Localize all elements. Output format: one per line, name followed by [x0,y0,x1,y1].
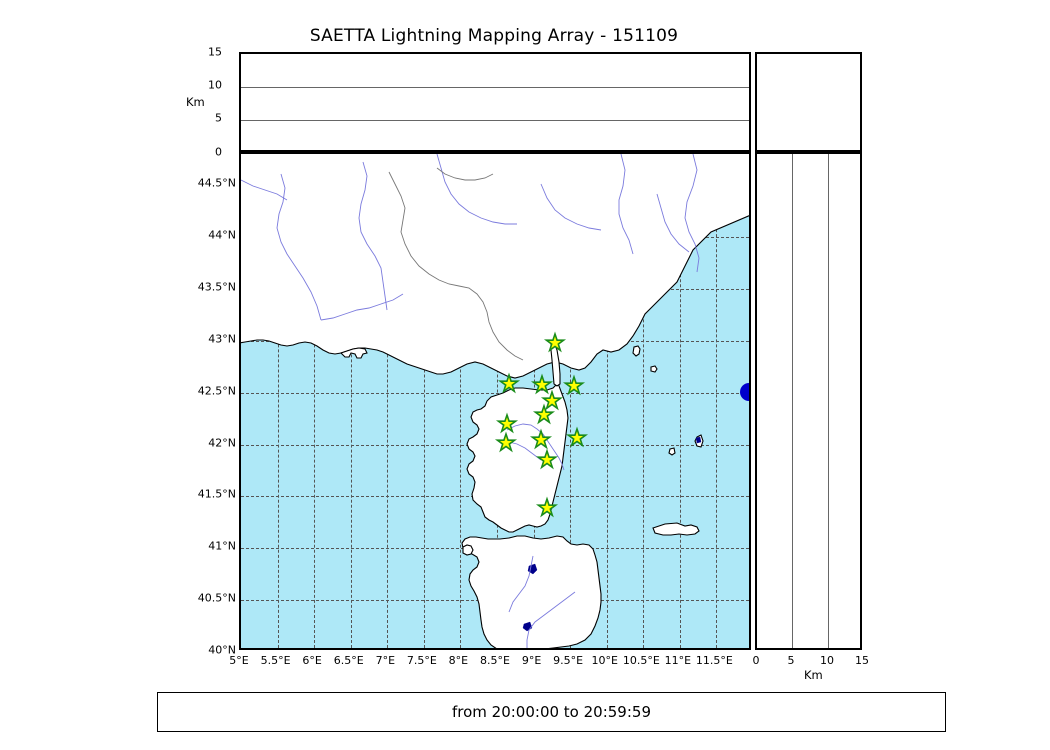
map-xtick-11.5: 11.5°E [695,654,733,667]
river-po-valley [436,154,517,225]
time-range-text: from 20:00:00 to 20:59:59 [451,703,651,721]
map-xtick-7: 7°E [375,654,396,667]
station-star-8 [494,431,518,453]
right-panel-xtick-10: 10 [820,654,834,667]
corner-panel[interactable] [755,52,862,152]
coastline-sardinia-northwest [462,544,474,556]
station-star-6 [495,412,519,434]
station-star-7 [532,403,556,425]
lagoon-orbetello [695,436,702,444]
map-xtick-5: 5°E [229,654,249,667]
coastline-sardinia [461,535,602,648]
map-xtick-9: 9°E [521,654,542,667]
map-gridline-lon-7 [387,154,389,648]
map-xtick-11: 11°E [664,654,692,667]
map-xtick-6.5: 6.5°E [333,654,364,667]
map-xtick-7.5: 7.5°E [406,654,437,667]
latitude-altitude-panel[interactable] [755,152,862,650]
map-gridline-lat-42.5 [241,392,749,394]
coastline-europe-mainland [241,154,749,379]
coastline-corsica [466,343,569,533]
coastline-cap-corse [550,341,561,387]
map-ytick-41: 41°N [208,539,236,553]
station-star-3 [530,373,554,395]
river-var [358,161,388,311]
map-xtick-10.5: 10.5°E [622,654,660,667]
map-ytick-43: 43°N [208,332,236,346]
border-switzerland [436,167,494,181]
island-montecristo [668,447,676,456]
map-gridline-lon-10 [606,154,608,648]
map-gridline-lon-6 [314,154,316,648]
top-panel-ylabel: Km [186,95,205,109]
right-panel-gridline-5 [792,154,793,648]
map-gridline-lon-10.5 [643,154,645,648]
map-ytick-42: 42°N [208,436,236,449]
map-gridline-lon-5.5 [277,154,279,648]
map-xtick-8: 8°E [448,654,469,667]
map-ytick-44.5: 44.5°N [197,176,236,190]
river-rhone [276,173,322,321]
map-xtick-10: 10°E [591,654,618,667]
station-star-11 [535,448,559,470]
map-ytick-44: 44°N [208,228,236,242]
right-panel-xlabel: Km [804,668,823,682]
island-pianosa [650,365,658,373]
map-gridline-lon-6.5 [350,154,352,648]
map-xtick-8.5: 8.5°E [480,654,510,667]
river-tirso-sardinia [508,555,534,613]
station-star-4 [562,374,586,396]
river-tavignano-corsica [508,441,542,461]
map-xtick-5.5: 5.5°E [260,654,291,667]
altitude-longitude-panel[interactable] [239,52,751,152]
station-star-9 [529,428,553,450]
top-panel-gridline-5 [241,120,749,121]
top-panel-ytick-10: 10 [208,78,222,92]
map-panel[interactable] [239,152,751,650]
station-star-2 [497,372,521,394]
map-ytick-41.5: 41.5°N [197,487,236,501]
right-panel-gridline-10 [828,154,829,648]
map-gridline-lon-11.5 [716,154,718,648]
map-ytick-42.5: 42.5°N [197,384,236,398]
coastline-detail-riviera [339,347,368,359]
top-panel-ytick-0: 0 [215,145,222,159]
map-gridline-lon-11 [679,154,681,648]
river-tiber-upper [618,154,634,255]
right-panel-xtick-5: 5 [787,654,795,667]
island-capraia [632,345,641,357]
map-geography [241,154,749,648]
station-star-1 [543,331,567,353]
island-elba [652,522,700,536]
station-star-5 [540,389,564,411]
river-arno [540,183,602,231]
river-italy-east [684,154,700,273]
border-france-italy [388,171,524,361]
river-italy-central [656,193,690,253]
vhf-source-point [740,383,749,401]
map-xtick-9.5: 9.5°E [553,654,584,667]
river-durance [320,293,404,321]
map-gridline-lon-7.5 [423,154,425,648]
top-panel-ytick-5: 5 [215,111,222,125]
map-ytick-40.5: 40.5°N [197,591,236,605]
right-panel-xtick-15: 15 [855,654,869,667]
time-range-status-bar[interactable]: from 20:00:00 to 20:59:59 [157,692,946,732]
map-gridline-lon-8 [460,154,462,648]
river-tributary-1 [241,179,288,201]
station-star-10 [565,426,589,448]
top-panel-gridline-10 [241,87,749,88]
map-xtick-6: 6°E [302,654,322,667]
right-panel-xtick-0: 0 [752,654,760,667]
map-ytick-40: 40°N [208,643,236,657]
station-star-12 [535,496,559,518]
map-gridline-lon-9.5 [570,154,572,648]
page-title: SAETTA Lightning Mapping Array - 151109 [309,26,679,46]
river-flumendosa-sardinia [526,591,576,648]
map-ytick-43.5: 43.5°N [197,280,236,294]
top-panel-ytick-15: 15 [208,45,222,59]
station-markers [494,331,589,518]
